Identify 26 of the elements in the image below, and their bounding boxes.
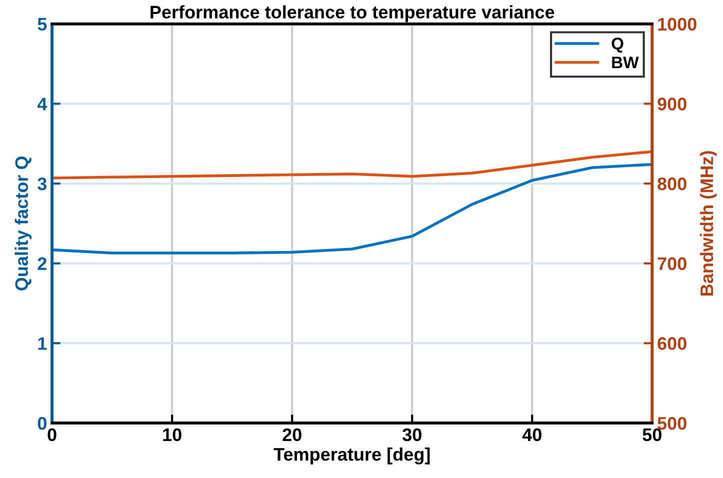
y2-tick-label: 900: [658, 98, 686, 110]
chart-title: Performance tolerance to temperature variance: [150, 5, 554, 22]
y-tick-label: 2: [38, 257, 46, 270]
y-tick-label: 1: [38, 337, 47, 350]
y2-tick-label: 600: [658, 337, 686, 350]
y2-axis-title: Bandwidth (MHz): [700, 151, 717, 296]
x-axis-title: Temperature [deg]: [274, 448, 430, 464]
line-series: [52, 150, 652, 180]
y2-tick-label: 700: [658, 257, 686, 270]
legend-label: Q: [612, 38, 624, 53]
y-axis-title: Quality factor Q: [14, 156, 32, 290]
y-tick-label: 3: [38, 177, 47, 190]
y-tick-label: 4: [37, 98, 48, 110]
x-tick-label: 10: [163, 428, 182, 442]
x-tick-label: 50: [642, 428, 662, 442]
line-series: [52, 163, 652, 254]
y-tick-label: 5: [38, 18, 47, 31]
y2-tick-label: 500: [658, 416, 686, 430]
x-tick-label: 20: [282, 428, 302, 442]
x-tick-label: 30: [402, 428, 422, 442]
y-tick-label: 0: [38, 416, 46, 430]
legend-label: BW: [612, 56, 639, 68]
y2-tick-label: 800: [658, 177, 686, 190]
x-tick-label: 0: [48, 428, 56, 442]
x-tick-label: 40: [522, 428, 542, 442]
y2-tick-label: 1000: [658, 18, 696, 31]
